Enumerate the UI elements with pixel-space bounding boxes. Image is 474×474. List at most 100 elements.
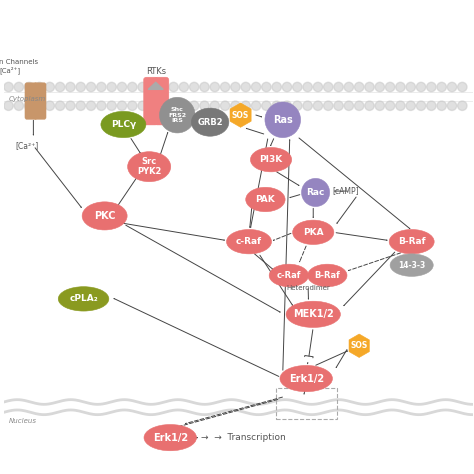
Circle shape (66, 82, 75, 91)
Circle shape (231, 101, 240, 110)
Polygon shape (349, 334, 369, 357)
FancyBboxPatch shape (34, 83, 46, 119)
Circle shape (4, 101, 13, 110)
Circle shape (292, 101, 302, 110)
Circle shape (45, 82, 55, 91)
Circle shape (4, 82, 13, 91)
Text: GRB2: GRB2 (197, 118, 223, 127)
Circle shape (97, 101, 106, 110)
Circle shape (251, 82, 261, 91)
Text: PKA: PKA (303, 228, 324, 237)
Circle shape (220, 101, 230, 110)
Text: Ras: Ras (273, 115, 292, 125)
Circle shape (158, 101, 168, 110)
Circle shape (416, 82, 426, 91)
Ellipse shape (159, 97, 195, 133)
Text: PKC: PKC (94, 211, 115, 221)
Circle shape (437, 101, 447, 110)
Text: c-Raf: c-Raf (277, 271, 301, 280)
Circle shape (324, 101, 333, 110)
Ellipse shape (280, 365, 332, 392)
Circle shape (313, 101, 323, 110)
Text: Shc
FRS2
IRS: Shc FRS2 IRS (168, 107, 186, 123)
Circle shape (25, 101, 34, 110)
Circle shape (210, 82, 219, 91)
Circle shape (262, 101, 271, 110)
Circle shape (241, 101, 250, 110)
Bar (276, 388, 337, 419)
Circle shape (138, 82, 147, 91)
Circle shape (45, 101, 55, 110)
Text: →  →  Transcription: → → Transcription (201, 433, 285, 442)
Circle shape (210, 101, 219, 110)
Text: SOS: SOS (351, 341, 368, 350)
FancyBboxPatch shape (144, 77, 158, 125)
FancyBboxPatch shape (155, 77, 169, 125)
Circle shape (200, 82, 209, 91)
Circle shape (324, 82, 333, 91)
Circle shape (303, 82, 312, 91)
Circle shape (375, 101, 384, 110)
Text: Nucleus: Nucleus (9, 418, 36, 424)
Circle shape (76, 101, 85, 110)
Circle shape (385, 101, 395, 110)
Circle shape (406, 101, 415, 110)
Polygon shape (230, 103, 251, 128)
Ellipse shape (390, 254, 433, 276)
Text: [Ca²⁺]: [Ca²⁺] (16, 141, 39, 150)
Ellipse shape (144, 425, 197, 451)
Circle shape (76, 82, 85, 91)
Text: Cytoplasm: Cytoplasm (9, 96, 46, 102)
Text: c-Raf: c-Raf (236, 237, 262, 246)
Circle shape (179, 82, 189, 91)
Ellipse shape (286, 301, 340, 328)
Circle shape (355, 82, 364, 91)
Circle shape (241, 82, 250, 91)
Text: n Channels: n Channels (0, 59, 38, 64)
Circle shape (117, 82, 127, 91)
Circle shape (427, 101, 436, 110)
Circle shape (86, 101, 96, 110)
Circle shape (190, 82, 199, 91)
Circle shape (220, 82, 230, 91)
Ellipse shape (58, 287, 109, 311)
Circle shape (406, 82, 415, 91)
Circle shape (14, 82, 24, 91)
Circle shape (457, 101, 467, 110)
Circle shape (396, 101, 405, 110)
Circle shape (283, 101, 292, 110)
Circle shape (128, 82, 137, 91)
Circle shape (35, 101, 44, 110)
Text: Erk1/2: Erk1/2 (153, 433, 188, 443)
Circle shape (355, 101, 364, 110)
Ellipse shape (101, 111, 146, 137)
Circle shape (292, 82, 302, 91)
Circle shape (303, 101, 312, 110)
Text: Heterodimer: Heterodimer (286, 285, 330, 292)
Text: Rac: Rac (306, 188, 325, 197)
Text: B-Raf: B-Raf (314, 271, 340, 280)
Circle shape (66, 101, 75, 110)
Text: Src
PYK2: Src PYK2 (137, 157, 161, 176)
Circle shape (416, 101, 426, 110)
Circle shape (396, 82, 405, 91)
Circle shape (148, 82, 158, 91)
Ellipse shape (292, 220, 334, 245)
Circle shape (365, 82, 374, 91)
Ellipse shape (227, 229, 272, 254)
Circle shape (107, 101, 116, 110)
Circle shape (344, 82, 354, 91)
Text: PLCγ: PLCγ (111, 120, 136, 129)
Circle shape (86, 82, 96, 91)
Circle shape (375, 82, 384, 91)
Text: MEK1/2: MEK1/2 (293, 310, 334, 319)
Circle shape (97, 82, 106, 91)
Circle shape (427, 82, 436, 91)
Text: cPLA₂: cPLA₂ (69, 294, 98, 303)
Text: RTKs: RTKs (146, 67, 166, 76)
Circle shape (313, 82, 323, 91)
Circle shape (447, 82, 456, 91)
Circle shape (138, 101, 147, 110)
Circle shape (158, 82, 168, 91)
Circle shape (447, 101, 456, 110)
